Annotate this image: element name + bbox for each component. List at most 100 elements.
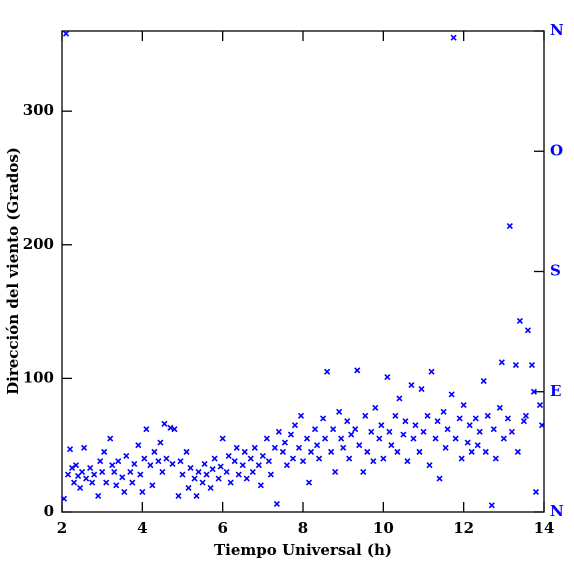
point bbox=[257, 482, 264, 489]
point bbox=[187, 464, 194, 471]
y-tick-label: 200 bbox=[23, 235, 54, 253]
point bbox=[376, 435, 383, 442]
point bbox=[97, 458, 104, 465]
point bbox=[191, 475, 198, 482]
x-tick-label: 4 bbox=[137, 519, 147, 537]
point bbox=[452, 435, 459, 442]
point bbox=[141, 455, 148, 462]
point bbox=[490, 426, 497, 433]
point bbox=[456, 415, 463, 422]
point bbox=[68, 464, 76, 471]
point bbox=[215, 475, 222, 482]
point bbox=[324, 368, 331, 375]
point bbox=[484, 412, 491, 419]
point bbox=[468, 448, 475, 455]
point bbox=[171, 426, 178, 433]
point bbox=[346, 455, 353, 462]
point bbox=[195, 468, 202, 475]
x-tick-label: 10 bbox=[373, 519, 394, 537]
point bbox=[299, 458, 307, 465]
point bbox=[316, 455, 323, 462]
point bbox=[217, 463, 224, 470]
y-tick-label: 300 bbox=[23, 101, 54, 119]
point bbox=[72, 462, 80, 469]
point bbox=[307, 448, 315, 455]
point bbox=[524, 327, 531, 334]
y-tick-label: 100 bbox=[23, 368, 54, 386]
point bbox=[233, 444, 240, 451]
point bbox=[91, 471, 98, 478]
point bbox=[159, 468, 166, 475]
point bbox=[263, 435, 270, 442]
point bbox=[396, 395, 403, 402]
point bbox=[137, 471, 144, 478]
point bbox=[231, 458, 238, 465]
point bbox=[402, 418, 409, 425]
point bbox=[281, 439, 288, 446]
point bbox=[340, 444, 347, 451]
point bbox=[311, 426, 319, 433]
point bbox=[432, 435, 439, 442]
point bbox=[362, 412, 369, 419]
point bbox=[111, 468, 118, 475]
point bbox=[169, 460, 176, 467]
point bbox=[482, 448, 489, 455]
point bbox=[147, 462, 154, 469]
point bbox=[101, 448, 108, 455]
point bbox=[498, 359, 505, 366]
point bbox=[516, 317, 523, 325]
point bbox=[239, 462, 246, 469]
x-tick-label: 2 bbox=[57, 519, 67, 537]
point bbox=[536, 402, 544, 409]
point bbox=[219, 435, 226, 442]
point bbox=[77, 484, 84, 492]
point bbox=[364, 448, 371, 455]
point bbox=[476, 428, 483, 435]
point bbox=[70, 479, 78, 486]
point bbox=[360, 468, 367, 475]
point bbox=[442, 444, 449, 451]
point bbox=[60, 495, 68, 502]
point bbox=[370, 458, 377, 465]
y2-tick-label: N bbox=[550, 21, 564, 39]
point bbox=[225, 452, 232, 459]
point bbox=[66, 446, 74, 453]
point bbox=[287, 431, 295, 438]
y2-tick-label: S bbox=[550, 262, 561, 280]
y-tick-label: 0 bbox=[44, 502, 54, 520]
point bbox=[279, 448, 286, 455]
point bbox=[520, 418, 527, 425]
point bbox=[275, 428, 282, 435]
point bbox=[131, 460, 138, 467]
point bbox=[474, 442, 481, 449]
point bbox=[322, 435, 329, 442]
point bbox=[291, 422, 299, 429]
point bbox=[538, 422, 546, 429]
point bbox=[426, 462, 433, 469]
point bbox=[305, 479, 313, 486]
point bbox=[328, 448, 335, 455]
point bbox=[163, 455, 170, 462]
x-tick-label: 12 bbox=[453, 519, 474, 537]
point bbox=[271, 444, 278, 451]
point bbox=[392, 412, 399, 419]
point bbox=[378, 422, 385, 429]
point bbox=[480, 377, 487, 385]
point bbox=[207, 484, 214, 492]
point bbox=[512, 361, 519, 369]
point bbox=[259, 452, 266, 459]
point bbox=[458, 455, 465, 462]
x-tick-label: 14 bbox=[534, 519, 555, 537]
plot-frame bbox=[61, 30, 545, 513]
point bbox=[283, 462, 290, 469]
point bbox=[354, 367, 361, 374]
point bbox=[400, 431, 407, 438]
point bbox=[460, 402, 467, 409]
point bbox=[514, 448, 521, 455]
point bbox=[265, 458, 272, 465]
point bbox=[384, 373, 391, 381]
point bbox=[464, 439, 471, 446]
point bbox=[420, 428, 427, 435]
x-tick-label: 6 bbox=[217, 519, 227, 537]
